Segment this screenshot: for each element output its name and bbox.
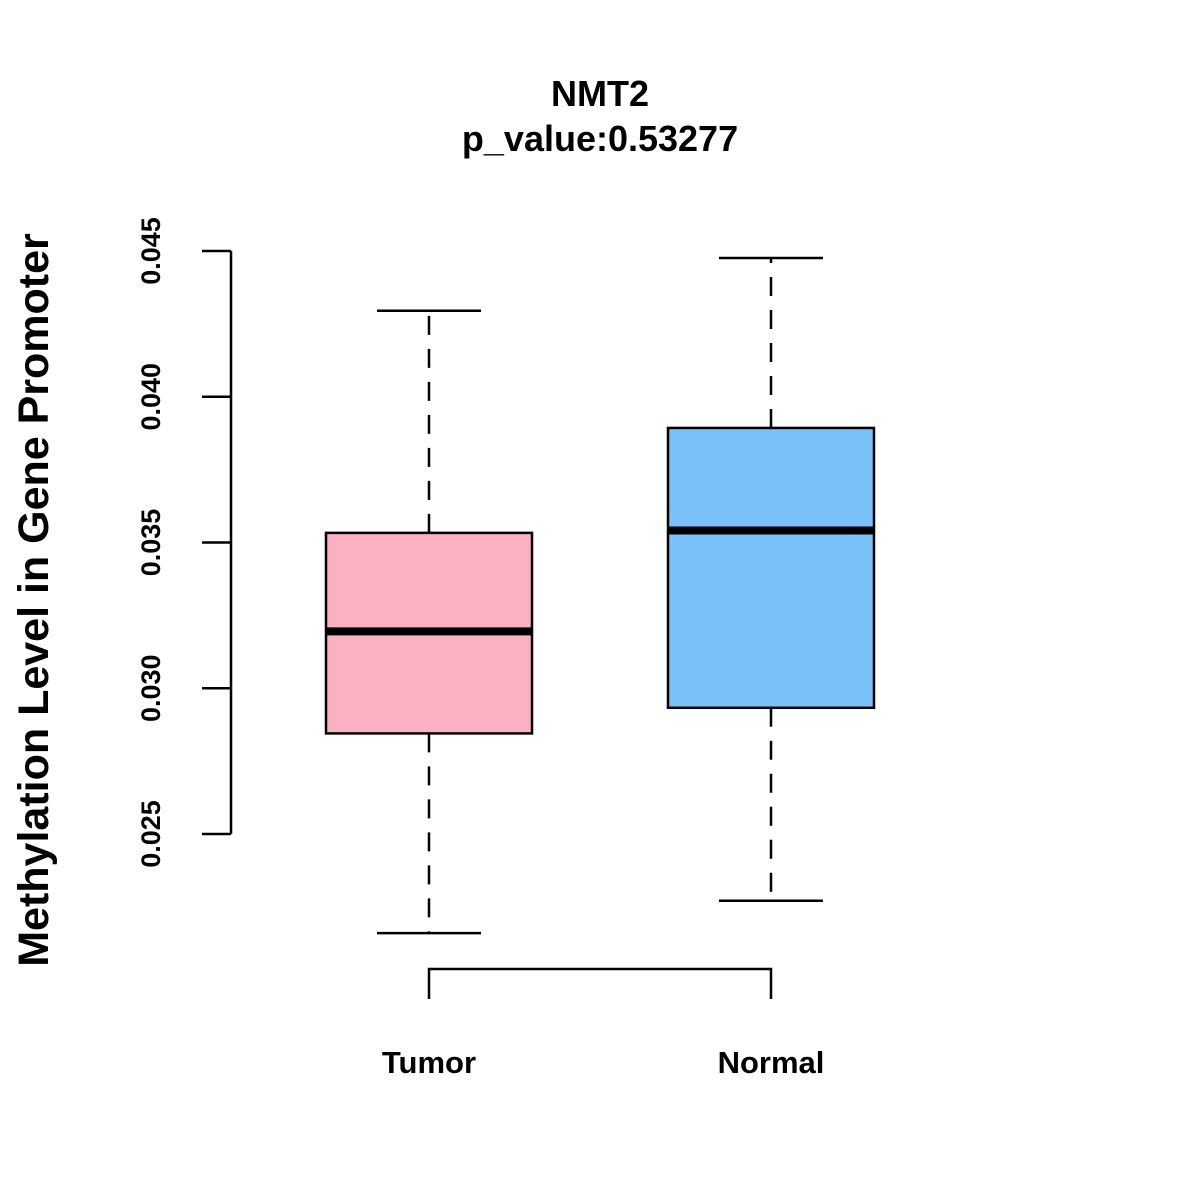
y-tick-label: 0.030 — [136, 654, 166, 722]
y-tick-label: 0.040 — [136, 363, 166, 431]
boxes-layer — [324, 256, 876, 935]
x-tick-label: Normal — [718, 1045, 825, 1080]
chart-subtitle-pvalue: p_value:0.53277 — [462, 118, 738, 159]
y-axis-label: Methylation Level in Gene Promoter — [10, 233, 58, 967]
y-tick-label: 0.045 — [136, 217, 166, 285]
iqr-box — [666, 426, 876, 710]
y-tick-label: 0.025 — [136, 800, 166, 868]
box-normal — [666, 256, 876, 903]
x-tick-label: Tumor — [382, 1045, 476, 1080]
y-tick-label: 0.035 — [136, 509, 166, 577]
comparison-bracket — [427, 967, 773, 999]
box-tumor — [324, 309, 534, 935]
y-axis: 0.025 0.030 0.035 0.040 0.045 — [136, 217, 233, 868]
bracket-line — [427, 967, 773, 999]
chart-title: NMT2 — [551, 73, 649, 114]
x-tick-labels: Tumor Normal — [382, 1045, 824, 1080]
